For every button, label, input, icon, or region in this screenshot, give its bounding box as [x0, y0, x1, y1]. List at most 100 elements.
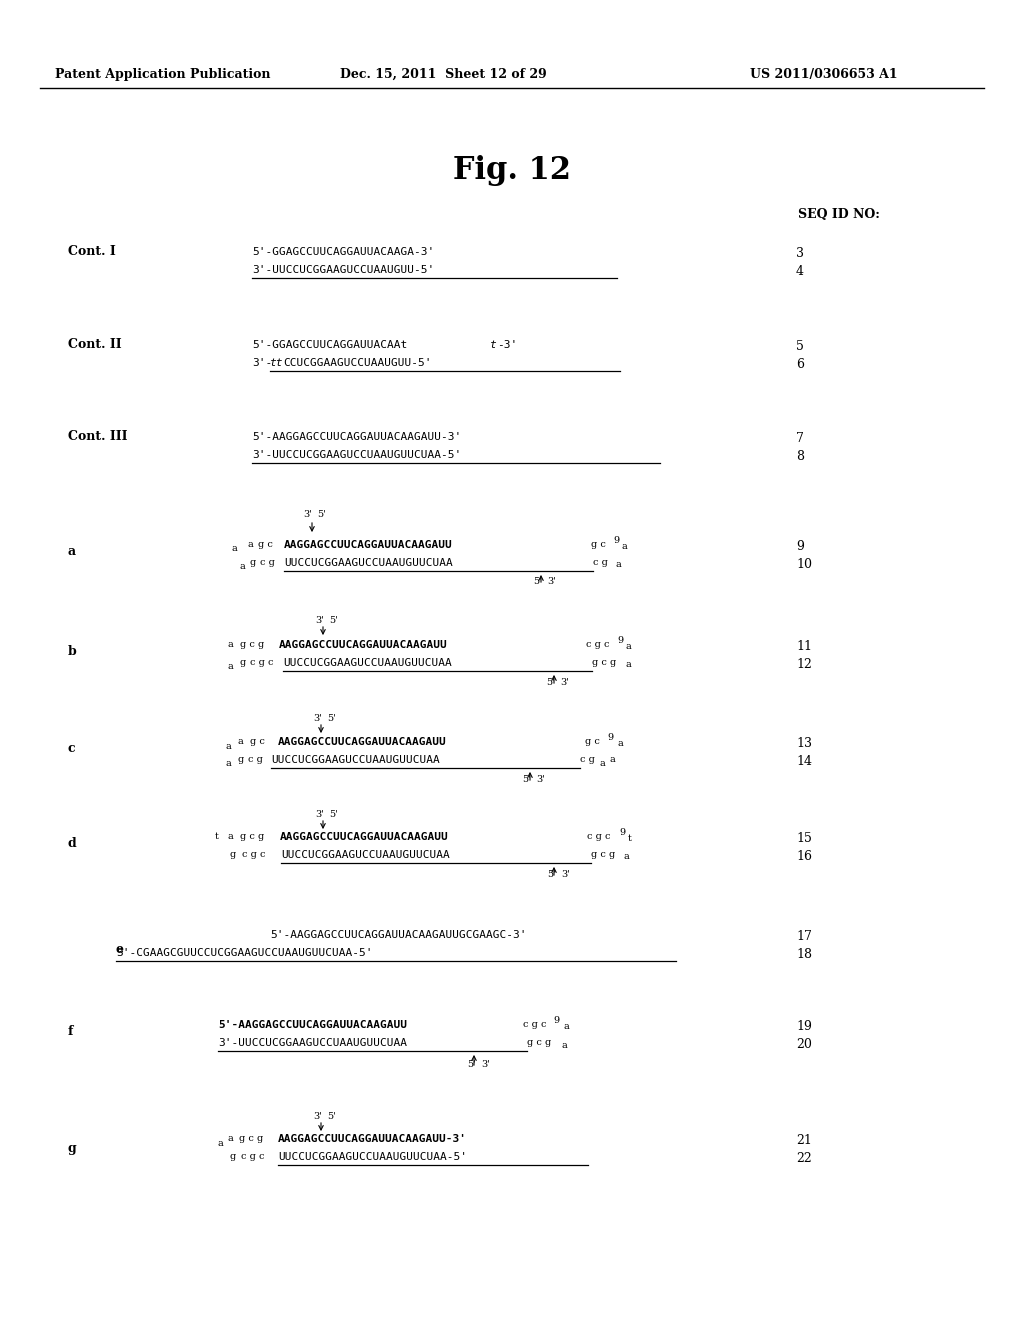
Text: a: a: [232, 544, 238, 553]
Text: 14: 14: [796, 755, 812, 768]
Text: 5': 5': [547, 870, 556, 879]
Text: c g: c g: [580, 755, 595, 764]
Text: 9: 9: [617, 636, 624, 645]
Text: c: c: [68, 742, 76, 755]
Text: 3': 3': [315, 810, 324, 818]
Text: c g: c g: [248, 755, 263, 764]
Text: a: a: [610, 755, 615, 764]
Text: 5': 5': [327, 1111, 336, 1121]
Text: 5'-AAGGAGCCUUCAGGAUUACAAGAUU: 5'-AAGGAGCCUUCAGGAUUACAAGAUU: [218, 1020, 407, 1030]
Text: 3': 3': [547, 577, 556, 586]
Text: 3'-: 3'-: [252, 358, 272, 368]
Text: 3': 3': [313, 1111, 322, 1121]
Text: a: a: [226, 742, 231, 751]
Text: CCUCGGAAGUCCUAAUGUU-5': CCUCGGAAGUCCUAAUGUU-5': [283, 358, 431, 368]
Text: g: g: [250, 558, 256, 568]
Text: 5: 5: [796, 341, 804, 352]
Text: g c g: g c g: [591, 850, 615, 859]
Text: a: a: [68, 545, 76, 558]
Text: 22: 22: [796, 1152, 812, 1166]
Text: a: a: [563, 1022, 568, 1031]
Text: 11: 11: [796, 640, 812, 653]
Text: c g c: c g c: [241, 1152, 264, 1162]
Text: 3': 3': [481, 1060, 490, 1069]
Text: tt: tt: [270, 358, 284, 368]
Text: 10: 10: [796, 558, 812, 572]
Text: a: a: [228, 640, 233, 649]
Text: 9: 9: [613, 536, 620, 545]
Text: -3': -3': [497, 341, 517, 350]
Text: SEQ ID NO:: SEQ ID NO:: [798, 209, 880, 220]
Text: 15: 15: [796, 832, 812, 845]
Text: e: e: [116, 942, 124, 956]
Text: a: a: [615, 560, 621, 569]
Text: 3'-UUCCUCGGAAGUCCUAAUGUU-5': 3'-UUCCUCGGAAGUCCUAAUGUU-5': [252, 265, 434, 275]
Text: g c g: g c g: [240, 640, 264, 649]
Text: g c g: g c g: [527, 1038, 551, 1047]
Text: g c g: g c g: [240, 832, 264, 841]
Text: 4: 4: [796, 265, 804, 279]
Text: 5'-AAGGAGCCUUCAGGAUUACAAGAUUGCGAAGC-3': 5'-AAGGAGCCUUCAGGAUUACAAGAUUGCGAAGC-3': [270, 931, 526, 940]
Text: 19: 19: [796, 1020, 812, 1034]
Text: c g c: c g c: [587, 832, 610, 841]
Text: a: a: [217, 1139, 223, 1148]
Text: 3': 3': [560, 678, 569, 686]
Text: g c: g c: [250, 737, 265, 746]
Text: c g c: c g c: [242, 850, 265, 859]
Text: 20: 20: [796, 1038, 812, 1051]
Text: a: a: [626, 642, 632, 651]
Text: g: g: [240, 657, 246, 667]
Text: 17: 17: [796, 931, 812, 942]
Text: a: a: [624, 851, 630, 861]
Text: Dec. 15, 2011  Sheet 12 of 29: Dec. 15, 2011 Sheet 12 of 29: [340, 69, 547, 81]
Text: AAGGAGCCUUCAGGAUUACAAGAUU: AAGGAGCCUUCAGGAUUACAAGAUU: [278, 737, 446, 747]
Text: UUCCUCGGAAGUCCUAAUGUUCUAA: UUCCUCGGAAGUCCUAAUGUUCUAA: [284, 558, 453, 568]
Text: c g c: c g c: [250, 657, 273, 667]
Text: Cont. I: Cont. I: [68, 246, 116, 257]
Text: 5'-GGAGCCUUCAGGAUUACAAGA-3': 5'-GGAGCCUUCAGGAUUACAAGA-3': [252, 247, 434, 257]
Text: AAGGAGCCUUCAGGAUUACAAGAUU: AAGGAGCCUUCAGGAUUACAAGAUU: [284, 540, 453, 550]
Text: 3: 3: [796, 247, 804, 260]
Text: t: t: [215, 832, 219, 841]
Text: 5': 5': [317, 510, 326, 519]
Text: AAGGAGCCUUCAGGAUUACAAGAUU: AAGGAGCCUUCAGGAUUACAAGAUU: [279, 640, 447, 649]
Text: d: d: [68, 837, 77, 850]
Text: 12: 12: [796, 657, 812, 671]
Text: c g c: c g c: [586, 640, 609, 649]
Text: 7: 7: [796, 432, 804, 445]
Text: 5': 5': [329, 810, 338, 818]
Text: 5': 5': [467, 1060, 476, 1069]
Text: a: a: [248, 540, 254, 549]
Text: g c: g c: [585, 737, 600, 746]
Text: g: g: [238, 755, 245, 764]
Text: Fig. 12: Fig. 12: [453, 154, 571, 186]
Text: c g: c g: [593, 558, 608, 568]
Text: g: g: [68, 1142, 77, 1155]
Text: f: f: [68, 1026, 74, 1038]
Text: a: a: [626, 660, 632, 669]
Text: 16: 16: [796, 850, 812, 863]
Text: g: g: [230, 1152, 237, 1162]
Text: a: a: [617, 739, 623, 748]
Text: Cont. III: Cont. III: [68, 430, 128, 444]
Text: 9: 9: [618, 828, 625, 837]
Text: Patent Application Publication: Patent Application Publication: [55, 69, 270, 81]
Text: 5'-GGAGCCUUCAGGAUUACAAt: 5'-GGAGCCUUCAGGAUUACAAt: [252, 341, 408, 350]
Text: 5': 5': [534, 577, 542, 586]
Text: 6: 6: [796, 358, 804, 371]
Text: 9: 9: [553, 1016, 559, 1026]
Text: 5': 5': [546, 678, 555, 686]
Text: 3': 3': [315, 616, 324, 624]
Text: 3'-UUCCUCGGAAGUCCUAAUGUUCUAA-5': 3'-UUCCUCGGAAGUCCUAAUGUUCUAA-5': [252, 450, 461, 459]
Text: 9: 9: [796, 540, 804, 553]
Text: b: b: [68, 645, 77, 657]
Text: g c g: g c g: [592, 657, 616, 667]
Text: a: a: [238, 737, 244, 746]
Text: a: a: [227, 832, 232, 841]
Text: 5'-AAGGAGCCUUCAGGAUUACAAGAUU-3': 5'-AAGGAGCCUUCAGGAUUACAAGAUU-3': [252, 432, 461, 442]
Text: 3': 3': [303, 510, 312, 519]
Text: UUCCUCGGAAGUCCUAAUGUUCUAA: UUCCUCGGAAGUCCUAAUGUUCUAA: [281, 850, 450, 861]
Text: 5': 5': [327, 714, 336, 723]
Text: 9: 9: [607, 733, 613, 742]
Text: 3'-CGAAGCGUUCCUCGGAAGUCCUAAUGUUCUAA-5': 3'-CGAAGCGUUCCUCGGAAGUCCUAAUGUUCUAA-5': [116, 948, 373, 958]
